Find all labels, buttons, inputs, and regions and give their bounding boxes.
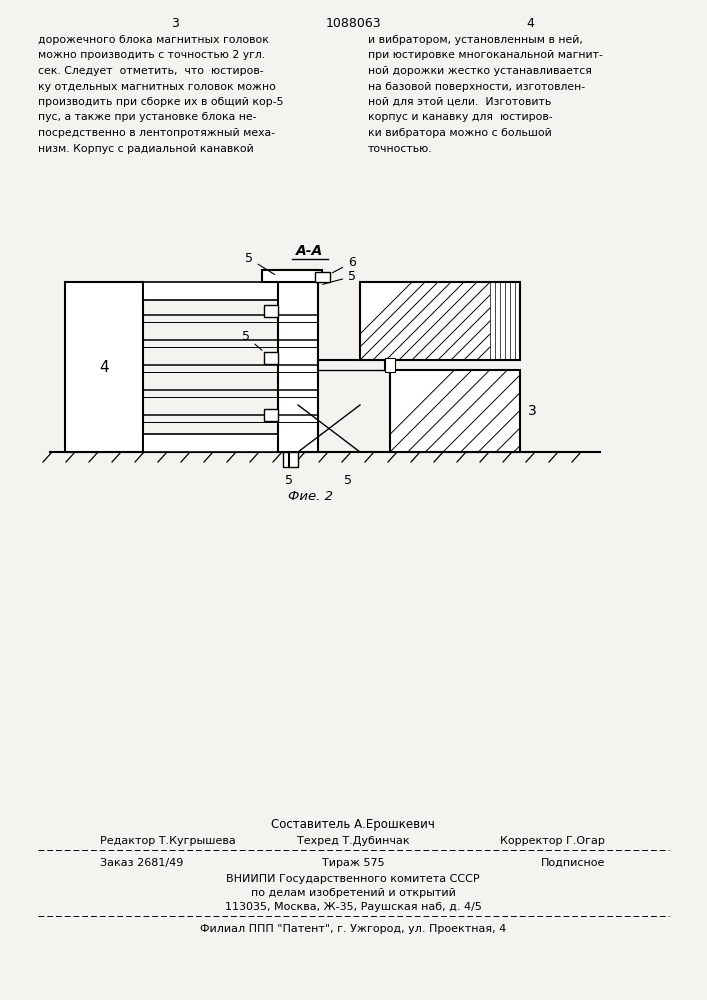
Text: Заказ 2681/49: Заказ 2681/49 xyxy=(100,858,183,868)
Text: 4: 4 xyxy=(99,360,109,374)
Text: ной дорожки жестко устанавливается: ной дорожки жестко устанавливается xyxy=(368,66,592,76)
Text: сек. Следует  отметить,  что  юстиров-: сек. Следует отметить, что юстиров- xyxy=(38,66,264,76)
Text: можно производить с точностью 2 угл.: можно производить с точностью 2 угл. xyxy=(38,50,265,60)
Text: точностью.: точностью. xyxy=(368,143,433,153)
Text: ки вибратора можно с большой: ки вибратора можно с большой xyxy=(368,128,551,138)
Text: дорожечного блока магнитных головок: дорожечного блока магнитных головок xyxy=(38,35,269,45)
Text: Корректор Г.Огар: Корректор Г.Огар xyxy=(500,836,605,846)
Text: 1088063: 1088063 xyxy=(325,17,381,30)
Text: посредственно в лентопротяжный меха-: посредственно в лентопротяжный меха- xyxy=(38,128,275,138)
Bar xyxy=(278,270,318,452)
Text: корпус и канавку для  юстиров-: корпус и канавку для юстиров- xyxy=(368,112,553,122)
Text: Техред Т.Дубинчак: Техред Т.Дубинчак xyxy=(297,836,409,846)
Text: 5: 5 xyxy=(344,474,352,487)
Text: Фие. 2: Фие. 2 xyxy=(288,490,332,503)
Bar xyxy=(264,409,278,421)
Bar xyxy=(262,270,322,282)
Text: 113035, Москва, Ж-35, Раушская наб, д. 4/5: 113035, Москва, Ж-35, Раушская наб, д. 4… xyxy=(225,902,481,912)
Bar xyxy=(143,282,318,300)
Text: 4: 4 xyxy=(526,17,534,30)
Text: 3: 3 xyxy=(171,17,179,30)
Bar xyxy=(65,282,143,452)
Text: и вибратором, установленным в ней,: и вибратором, установленным в ней, xyxy=(368,35,583,45)
Text: 5: 5 xyxy=(245,252,274,275)
Text: на базовой поверхности, изготовлен-: на базовой поверхности, изготовлен- xyxy=(368,82,585,92)
Text: Тираж 575: Тираж 575 xyxy=(322,858,385,868)
Bar xyxy=(315,272,330,282)
Bar xyxy=(390,370,520,452)
Bar xyxy=(143,434,318,452)
Text: Редактор Т.Кугрышева: Редактор Т.Кугрышева xyxy=(100,836,235,846)
Bar xyxy=(283,452,298,467)
Text: 5: 5 xyxy=(242,330,262,350)
Text: 6: 6 xyxy=(332,256,356,273)
Text: 5: 5 xyxy=(285,474,293,487)
Text: A-A: A-A xyxy=(296,244,324,258)
Text: Филиал ППП "Патент", г. Ужгород, ул. Проектная, 4: Филиал ППП "Патент", г. Ужгород, ул. Про… xyxy=(200,924,506,934)
Text: пус, а также при установке блока не-: пус, а также при установке блока не- xyxy=(38,112,257,122)
Bar xyxy=(385,358,395,372)
Text: при юстировке многоканальной магнит-: при юстировке многоканальной магнит- xyxy=(368,50,603,60)
Bar xyxy=(360,282,520,360)
Bar xyxy=(264,352,278,364)
Text: низм. Корпус с радиальной канавкой: низм. Корпус с радиальной канавкой xyxy=(38,143,254,153)
Text: Составитель А.Ерошкевич: Составитель А.Ерошкевич xyxy=(271,818,435,831)
Bar xyxy=(264,305,278,317)
Text: по делам изобретений и открытий: по делам изобретений и открытий xyxy=(250,888,455,898)
Text: ной для этой цели.  Изготовить: ной для этой цели. Изготовить xyxy=(368,97,551,107)
Text: 5: 5 xyxy=(322,270,356,284)
Text: производить при сборке их в общий кор-5: производить при сборке их в общий кор-5 xyxy=(38,97,284,107)
Text: 3: 3 xyxy=(528,404,537,418)
Text: ку отдельных магнитных головок можно: ку отдельных магнитных головок можно xyxy=(38,82,276,92)
Text: Подписное: Подписное xyxy=(541,858,605,868)
Text: ВНИИПИ Государственного комитета СССР: ВНИИПИ Государственного комитета СССР xyxy=(226,874,480,884)
